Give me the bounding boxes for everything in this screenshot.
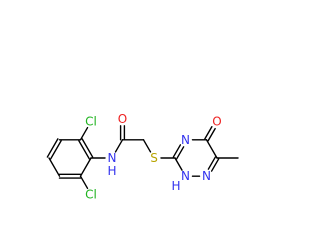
bond [79, 157, 92, 177]
atom-label: O [212, 115, 221, 129]
bonds [46, 125, 239, 190]
bond [205, 139, 218, 159]
bond [46, 138, 59, 158]
atom-label: Cl [85, 115, 97, 129]
bond [175, 146, 185, 160]
atom-label: N [202, 169, 211, 183]
bond [207, 156, 217, 170]
bond [48, 157, 61, 177]
atom-label: H [171, 179, 180, 193]
bond [172, 144, 182, 158]
bond [204, 126, 213, 140]
background [0, 0, 250, 250]
atom-label: N [181, 169, 190, 183]
bond [210, 158, 220, 172]
bond [174, 157, 183, 171]
atom-label: H [107, 164, 116, 178]
bond [79, 175, 89, 190]
bond [49, 140, 62, 160]
bond [78, 140, 91, 160]
bond [114, 139, 124, 153]
bond [207, 127, 216, 142]
atom-label: N [108, 151, 117, 165]
page: {"atom_labels": ["Cl", "Cl", "N", "H", "… [0, 0, 250, 250]
atom-label: N [181, 133, 190, 147]
bond [81, 138, 94, 158]
atom-label: S [150, 151, 158, 165]
bond [79, 126, 89, 141]
molecule-diagram: Cl Cl N H O S N N H N O [0, 0, 250, 250]
bond [142, 139, 152, 153]
atom-label: O [118, 112, 127, 126]
atom-label: Cl [85, 187, 97, 201]
